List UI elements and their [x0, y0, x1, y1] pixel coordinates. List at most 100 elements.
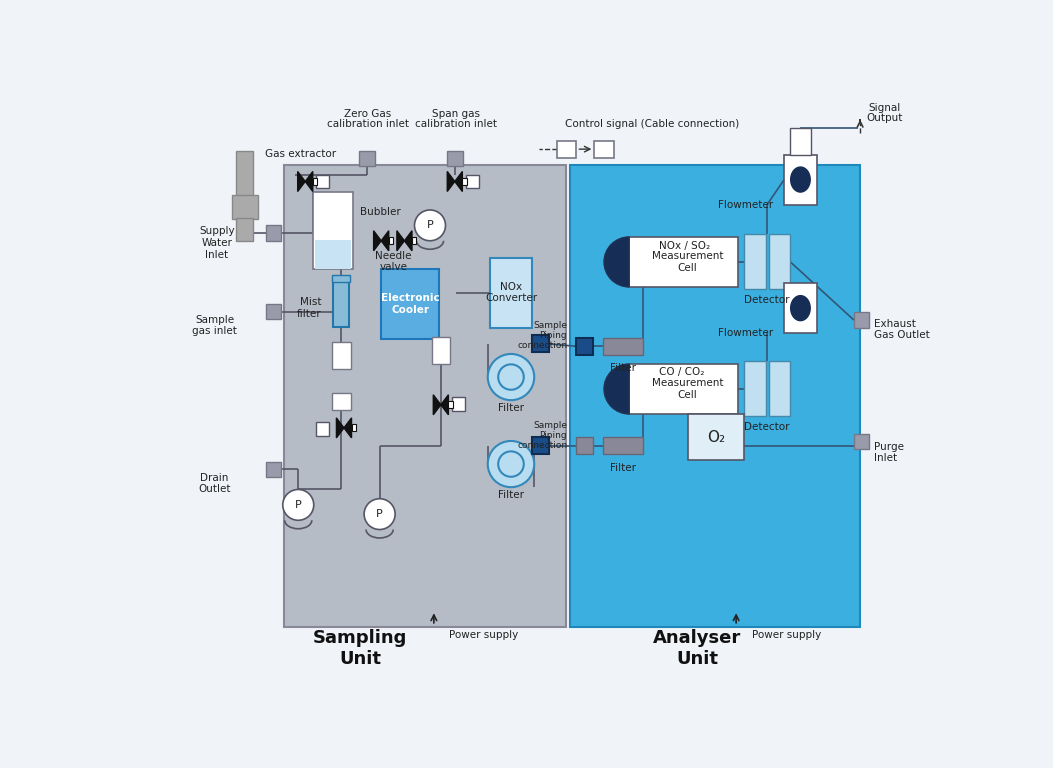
FancyBboxPatch shape	[533, 437, 550, 454]
Text: Sampling
Unit: Sampling Unit	[313, 630, 408, 668]
Circle shape	[283, 489, 314, 520]
FancyBboxPatch shape	[316, 422, 330, 435]
FancyBboxPatch shape	[313, 192, 353, 270]
Text: Flowmeter: Flowmeter	[718, 200, 773, 210]
Text: Power supply: Power supply	[450, 630, 519, 640]
FancyBboxPatch shape	[265, 304, 281, 319]
FancyBboxPatch shape	[602, 437, 643, 454]
Text: Power supply: Power supply	[752, 630, 821, 640]
Circle shape	[498, 364, 523, 390]
Polygon shape	[397, 230, 404, 251]
FancyBboxPatch shape	[412, 237, 416, 244]
FancyBboxPatch shape	[236, 217, 254, 241]
Text: P: P	[426, 220, 434, 230]
FancyBboxPatch shape	[236, 151, 254, 196]
Text: Detector: Detector	[744, 295, 790, 305]
Text: Needle
valve: Needle valve	[375, 251, 412, 273]
Circle shape	[364, 498, 395, 529]
Text: Measurement
Cell: Measurement Cell	[652, 251, 723, 273]
Polygon shape	[298, 171, 305, 191]
FancyBboxPatch shape	[432, 337, 450, 364]
Ellipse shape	[791, 167, 810, 192]
Circle shape	[415, 210, 445, 241]
Text: Purge
Inlet: Purge Inlet	[874, 442, 905, 463]
FancyBboxPatch shape	[602, 338, 643, 355]
FancyBboxPatch shape	[790, 127, 811, 154]
Wedge shape	[604, 364, 630, 414]
Text: Exhaust
Gas Outlet: Exhaust Gas Outlet	[874, 319, 930, 340]
FancyBboxPatch shape	[769, 361, 791, 416]
Polygon shape	[374, 230, 381, 251]
Ellipse shape	[791, 296, 810, 321]
FancyBboxPatch shape	[490, 259, 533, 328]
FancyBboxPatch shape	[449, 401, 453, 409]
Text: CO / CO₂: CO / CO₂	[658, 366, 704, 376]
Polygon shape	[305, 171, 313, 191]
Text: Sample
Piping
connection: Sample Piping connection	[517, 421, 568, 451]
Polygon shape	[455, 171, 462, 191]
Text: Flowmeter: Flowmeter	[718, 328, 773, 338]
Circle shape	[488, 354, 534, 400]
FancyBboxPatch shape	[784, 283, 817, 333]
Text: P: P	[295, 500, 301, 510]
FancyBboxPatch shape	[265, 225, 281, 241]
FancyBboxPatch shape	[465, 174, 479, 188]
Text: Sample
gas inlet: Sample gas inlet	[192, 315, 237, 336]
Text: Signal: Signal	[869, 104, 901, 114]
Polygon shape	[441, 395, 449, 415]
FancyBboxPatch shape	[352, 425, 356, 432]
Circle shape	[488, 441, 534, 487]
FancyBboxPatch shape	[854, 313, 870, 328]
FancyBboxPatch shape	[557, 141, 576, 157]
Polygon shape	[381, 230, 389, 251]
Polygon shape	[433, 395, 441, 415]
FancyBboxPatch shape	[452, 397, 464, 411]
Polygon shape	[344, 418, 352, 438]
FancyBboxPatch shape	[743, 361, 766, 416]
Wedge shape	[604, 237, 630, 287]
Text: Output: Output	[867, 113, 903, 123]
Text: calibration inlet: calibration inlet	[415, 119, 497, 129]
FancyBboxPatch shape	[333, 280, 349, 327]
Circle shape	[498, 452, 523, 477]
Polygon shape	[336, 418, 344, 438]
FancyBboxPatch shape	[854, 434, 870, 449]
Text: Filter: Filter	[610, 362, 636, 372]
FancyBboxPatch shape	[784, 154, 817, 204]
Text: Control signal (Cable connection): Control signal (Cable connection)	[565, 119, 739, 129]
Text: Filter: Filter	[610, 463, 636, 473]
Text: Bubbler: Bubbler	[360, 207, 401, 217]
Text: Measurement
Cell: Measurement Cell	[652, 378, 723, 400]
FancyBboxPatch shape	[533, 336, 550, 353]
Text: Supply
Water
Inlet: Supply Water Inlet	[199, 227, 235, 260]
Text: Filter: Filter	[498, 490, 524, 500]
FancyBboxPatch shape	[769, 233, 791, 290]
FancyBboxPatch shape	[570, 164, 860, 627]
Text: Span gas: Span gas	[432, 109, 479, 119]
FancyBboxPatch shape	[232, 194, 258, 219]
FancyBboxPatch shape	[315, 240, 351, 270]
Text: Detector: Detector	[744, 422, 790, 432]
FancyBboxPatch shape	[265, 462, 281, 477]
Text: Mist
filter: Mist filter	[297, 297, 321, 319]
FancyBboxPatch shape	[332, 276, 351, 282]
FancyBboxPatch shape	[333, 343, 351, 369]
Text: O₂: O₂	[707, 429, 726, 445]
FancyBboxPatch shape	[462, 178, 466, 185]
FancyBboxPatch shape	[284, 164, 565, 627]
FancyBboxPatch shape	[688, 414, 743, 460]
FancyBboxPatch shape	[313, 178, 317, 185]
FancyBboxPatch shape	[630, 237, 738, 287]
FancyBboxPatch shape	[576, 338, 593, 355]
FancyBboxPatch shape	[630, 364, 738, 414]
Text: Electronic
Cooler: Electronic Cooler	[381, 293, 439, 315]
FancyBboxPatch shape	[594, 141, 614, 157]
Text: Zero Gas: Zero Gas	[344, 109, 392, 119]
FancyBboxPatch shape	[359, 151, 375, 166]
Text: Sample
Piping
connection: Sample Piping connection	[517, 320, 568, 350]
Text: P: P	[376, 509, 383, 519]
Polygon shape	[404, 230, 412, 251]
FancyBboxPatch shape	[333, 393, 351, 410]
Text: NOx / SO₂: NOx / SO₂	[658, 241, 710, 251]
FancyBboxPatch shape	[316, 174, 330, 188]
